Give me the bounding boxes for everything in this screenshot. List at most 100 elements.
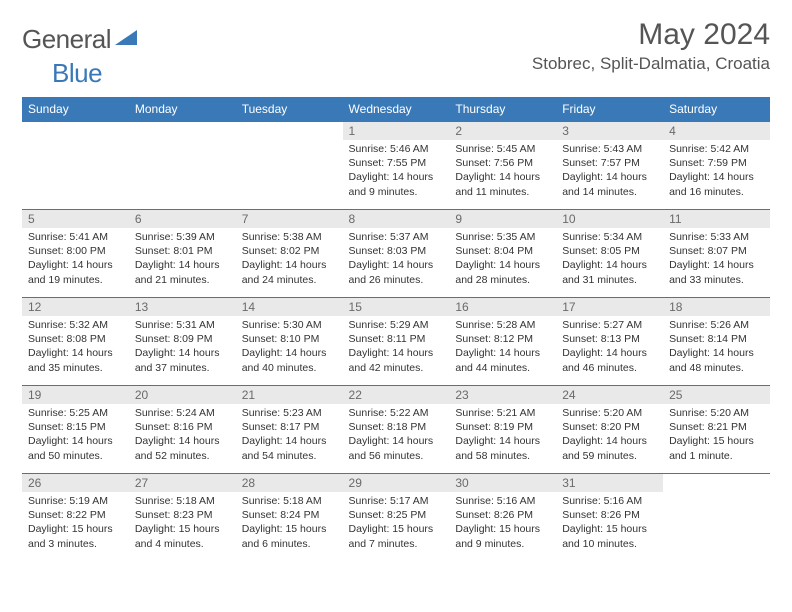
- sunrise-text: Sunrise: 5:18 AM: [135, 494, 230, 508]
- day-details: Sunrise: 5:23 AMSunset: 8:17 PMDaylight:…: [236, 404, 343, 467]
- sunset-text: Sunset: 8:11 PM: [349, 332, 444, 346]
- day-details: Sunrise: 5:27 AMSunset: 8:13 PMDaylight:…: [556, 316, 663, 379]
- day-number: 12: [22, 298, 129, 316]
- sunrise-text: Sunrise: 5:39 AM: [135, 230, 230, 244]
- day-details: Sunrise: 5:33 AMSunset: 8:07 PMDaylight:…: [663, 228, 770, 291]
- day-details: Sunrise: 5:34 AMSunset: 8:05 PMDaylight:…: [556, 228, 663, 291]
- sunrise-text: Sunrise: 5:37 AM: [349, 230, 444, 244]
- brand-logo: General: [22, 18, 139, 55]
- day-number: [129, 122, 236, 126]
- sunrise-text: Sunrise: 5:41 AM: [28, 230, 123, 244]
- sunset-text: Sunset: 8:00 PM: [28, 244, 123, 258]
- sunrise-text: Sunrise: 5:22 AM: [349, 406, 444, 420]
- day-number: 29: [343, 474, 450, 492]
- day-number: 24: [556, 386, 663, 404]
- sunset-text: Sunset: 8:26 PM: [455, 508, 550, 522]
- calendar-day-cell: 28Sunrise: 5:18 AMSunset: 8:24 PMDayligh…: [236, 474, 343, 562]
- day-number: 4: [663, 122, 770, 140]
- daylight-text: Daylight: 15 hours and 4 minutes.: [135, 522, 230, 550]
- day-number: 6: [129, 210, 236, 228]
- sunset-text: Sunset: 7:56 PM: [455, 156, 550, 170]
- daylight-text: Daylight: 15 hours and 1 minute.: [669, 434, 764, 462]
- day-details: Sunrise: 5:20 AMSunset: 8:21 PMDaylight:…: [663, 404, 770, 467]
- weekday-header-row: SundayMondayTuesdayWednesdayThursdayFrid…: [22, 97, 770, 122]
- day-details: Sunrise: 5:41 AMSunset: 8:00 PMDaylight:…: [22, 228, 129, 291]
- sunset-text: Sunset: 8:15 PM: [28, 420, 123, 434]
- sunset-text: Sunset: 8:20 PM: [562, 420, 657, 434]
- sunset-text: Sunset: 8:25 PM: [349, 508, 444, 522]
- sunrise-text: Sunrise: 5:35 AM: [455, 230, 550, 244]
- day-number: [22, 122, 129, 126]
- day-details: Sunrise: 5:19 AMSunset: 8:22 PMDaylight:…: [22, 492, 129, 555]
- day-number: 3: [556, 122, 663, 140]
- sunrise-text: Sunrise: 5:29 AM: [349, 318, 444, 332]
- weekday-header: Tuesday: [236, 97, 343, 122]
- day-details: Sunrise: 5:16 AMSunset: 8:26 PMDaylight:…: [556, 492, 663, 555]
- calendar-day-cell: 8Sunrise: 5:37 AMSunset: 8:03 PMDaylight…: [343, 210, 450, 298]
- calendar-day-cell: 26Sunrise: 5:19 AMSunset: 8:22 PMDayligh…: [22, 474, 129, 562]
- day-details: Sunrise: 5:32 AMSunset: 8:08 PMDaylight:…: [22, 316, 129, 379]
- daylight-text: Daylight: 14 hours and 16 minutes.: [669, 170, 764, 198]
- calendar-day-cell: 11Sunrise: 5:33 AMSunset: 8:07 PMDayligh…: [663, 210, 770, 298]
- daylight-text: Daylight: 14 hours and 11 minutes.: [455, 170, 550, 198]
- sunset-text: Sunset: 8:14 PM: [669, 332, 764, 346]
- brand-left: General: [22, 24, 111, 55]
- sunset-text: Sunset: 8:07 PM: [669, 244, 764, 258]
- calendar-day-cell: 27Sunrise: 5:18 AMSunset: 8:23 PMDayligh…: [129, 474, 236, 562]
- daylight-text: Daylight: 14 hours and 28 minutes.: [455, 258, 550, 286]
- daylight-text: Daylight: 14 hours and 52 minutes.: [135, 434, 230, 462]
- daylight-text: Daylight: 14 hours and 24 minutes.: [242, 258, 337, 286]
- calendar-day-cell: 15Sunrise: 5:29 AMSunset: 8:11 PMDayligh…: [343, 298, 450, 386]
- calendar-day-cell: 25Sunrise: 5:20 AMSunset: 8:21 PMDayligh…: [663, 386, 770, 474]
- calendar-day-cell: [22, 122, 129, 210]
- day-details: Sunrise: 5:28 AMSunset: 8:12 PMDaylight:…: [449, 316, 556, 379]
- day-number: 8: [343, 210, 450, 228]
- daylight-text: Daylight: 14 hours and 48 minutes.: [669, 346, 764, 374]
- sunset-text: Sunset: 7:59 PM: [669, 156, 764, 170]
- sunset-text: Sunset: 8:13 PM: [562, 332, 657, 346]
- daylight-text: Daylight: 14 hours and 37 minutes.: [135, 346, 230, 374]
- day-number: 14: [236, 298, 343, 316]
- sunrise-text: Sunrise: 5:43 AM: [562, 142, 657, 156]
- day-details: Sunrise: 5:29 AMSunset: 8:11 PMDaylight:…: [343, 316, 450, 379]
- sunrise-text: Sunrise: 5:20 AM: [562, 406, 657, 420]
- calendar-day-cell: 5Sunrise: 5:41 AMSunset: 8:00 PMDaylight…: [22, 210, 129, 298]
- sunset-text: Sunset: 8:26 PM: [562, 508, 657, 522]
- day-number: 31: [556, 474, 663, 492]
- weekday-header: Sunday: [22, 97, 129, 122]
- sunset-text: Sunset: 8:21 PM: [669, 420, 764, 434]
- day-details: Sunrise: 5:37 AMSunset: 8:03 PMDaylight:…: [343, 228, 450, 291]
- sunset-text: Sunset: 8:02 PM: [242, 244, 337, 258]
- day-number: 23: [449, 386, 556, 404]
- daylight-text: Daylight: 14 hours and 35 minutes.: [28, 346, 123, 374]
- calendar-day-cell: 7Sunrise: 5:38 AMSunset: 8:02 PMDaylight…: [236, 210, 343, 298]
- day-number: 15: [343, 298, 450, 316]
- day-number: 21: [236, 386, 343, 404]
- day-number: [236, 122, 343, 126]
- day-details: Sunrise: 5:35 AMSunset: 8:04 PMDaylight:…: [449, 228, 556, 291]
- daylight-text: Daylight: 14 hours and 9 minutes.: [349, 170, 444, 198]
- triangle-icon: [115, 27, 137, 52]
- calendar-day-cell: 21Sunrise: 5:23 AMSunset: 8:17 PMDayligh…: [236, 386, 343, 474]
- page-title: May 2024: [532, 18, 770, 52]
- sunset-text: Sunset: 7:57 PM: [562, 156, 657, 170]
- calendar-day-cell: [236, 122, 343, 210]
- calendar-day-cell: 18Sunrise: 5:26 AMSunset: 8:14 PMDayligh…: [663, 298, 770, 386]
- sunset-text: Sunset: 8:03 PM: [349, 244, 444, 258]
- calendar-day-cell: 31Sunrise: 5:16 AMSunset: 8:26 PMDayligh…: [556, 474, 663, 562]
- daylight-text: Daylight: 14 hours and 44 minutes.: [455, 346, 550, 374]
- day-details: Sunrise: 5:16 AMSunset: 8:26 PMDaylight:…: [449, 492, 556, 555]
- day-number: 30: [449, 474, 556, 492]
- day-number: 16: [449, 298, 556, 316]
- weekday-header: Monday: [129, 97, 236, 122]
- sunrise-text: Sunrise: 5:30 AM: [242, 318, 337, 332]
- day-details: Sunrise: 5:45 AMSunset: 7:56 PMDaylight:…: [449, 140, 556, 203]
- daylight-text: Daylight: 14 hours and 50 minutes.: [28, 434, 123, 462]
- day-details: Sunrise: 5:39 AMSunset: 8:01 PMDaylight:…: [129, 228, 236, 291]
- daylight-text: Daylight: 14 hours and 56 minutes.: [349, 434, 444, 462]
- sunset-text: Sunset: 8:05 PM: [562, 244, 657, 258]
- calendar-week-row: 26Sunrise: 5:19 AMSunset: 8:22 PMDayligh…: [22, 474, 770, 562]
- sunrise-text: Sunrise: 5:33 AM: [669, 230, 764, 244]
- calendar-day-cell: [129, 122, 236, 210]
- daylight-text: Daylight: 14 hours and 42 minutes.: [349, 346, 444, 374]
